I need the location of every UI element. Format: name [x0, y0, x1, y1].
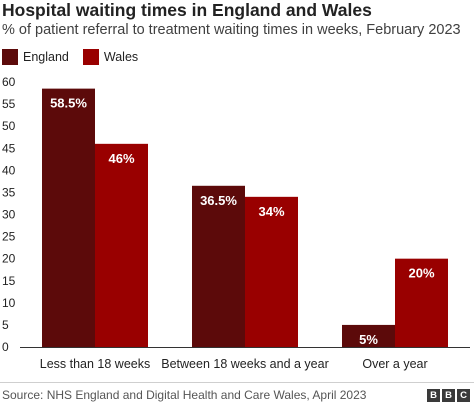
legend-label-england: England [23, 50, 69, 64]
bar-england [192, 185, 245, 347]
legend-item-wales: Wales [82, 49, 139, 65]
source-note: Source: NHS England and Digital Health a… [2, 388, 367, 402]
bar-data-label: 5% [359, 332, 378, 347]
y-tick-label: 0 [2, 340, 9, 354]
bar-data-label: 34% [258, 204, 284, 219]
x-category-label: Over a year [362, 357, 427, 371]
bar-data-label: 36.5% [200, 193, 237, 208]
y-tick-label: 20 [2, 252, 16, 266]
y-tick-label: 60 [2, 75, 16, 89]
bar-wales [95, 143, 148, 347]
bbc-logo-letter: B [442, 389, 455, 402]
y-tick-label: 40 [2, 163, 16, 177]
y-tick-label: 10 [2, 296, 16, 310]
bar-data-label: 20% [408, 266, 434, 281]
x-category-label: Less than 18 weeks [40, 357, 151, 371]
y-tick-label: 35 [2, 185, 16, 199]
bbc-logo-letter: B [427, 389, 440, 402]
bar-chart: 0 5 10 15 20 25 30 35 40 45 50 55 60 58.5% 46% Less tha… [2, 75, 470, 371]
footer-divider [0, 382, 474, 383]
bar-data-label: 46% [108, 151, 134, 166]
legend-swatch-england [2, 49, 18, 65]
bar-data-label: 58.5% [50, 96, 87, 111]
y-tick-label: 25 [2, 230, 16, 244]
y-tick-label: 45 [2, 141, 16, 155]
bar-wales [395, 258, 448, 347]
y-tick-label: 5 [2, 318, 9, 332]
x-category-label: Between 18 weeks and a year [161, 357, 328, 371]
y-tick-label: 30 [2, 208, 16, 222]
bbc-logo-letter: C [457, 389, 470, 402]
bar-england [342, 324, 395, 347]
y-tick-label: 55 [2, 97, 16, 111]
chart-legend: England Wales [2, 49, 152, 65]
bbc-logo: B B C [425, 389, 470, 402]
chart-title: Hospital waiting times in England and Wa… [2, 0, 372, 20]
legend-swatch-wales [82, 49, 99, 65]
bar-england [42, 88, 95, 347]
y-tick-label: 15 [2, 274, 16, 288]
legend-label-wales: Wales [103, 50, 139, 64]
y-tick-label: 50 [2, 119, 16, 133]
legend-item-england: England [2, 49, 69, 65]
bar-wales [245, 196, 298, 347]
chart-subtitle: % of patient referral to treatment waiti… [2, 22, 461, 38]
